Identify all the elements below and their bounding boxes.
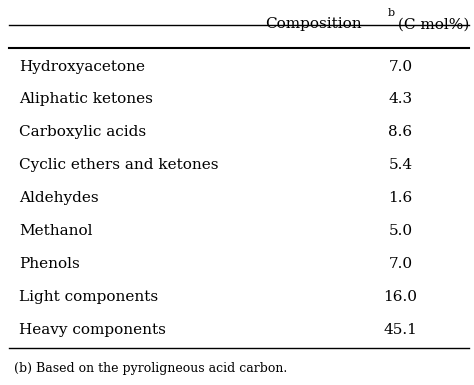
Text: Aldehydes: Aldehydes	[19, 191, 99, 205]
Text: 16.0: 16.0	[383, 290, 418, 304]
Text: Phenols: Phenols	[19, 257, 80, 271]
Text: 8.6: 8.6	[389, 126, 412, 139]
Text: Heavy components: Heavy components	[19, 323, 166, 337]
Text: Light components: Light components	[19, 290, 158, 304]
Text: 7.0: 7.0	[389, 257, 412, 271]
Text: 7.0: 7.0	[389, 60, 412, 74]
Text: 1.6: 1.6	[388, 191, 413, 205]
Text: (C mol%): (C mol%)	[393, 17, 470, 31]
Text: Carboxylic acids: Carboxylic acids	[19, 126, 146, 139]
Text: Aliphatic ketones: Aliphatic ketones	[19, 92, 153, 107]
Text: 4.3: 4.3	[389, 92, 412, 107]
Text: b: b	[388, 8, 395, 18]
Text: Methanol: Methanol	[19, 224, 92, 238]
Text: 5.0: 5.0	[389, 224, 412, 238]
Text: 5.4: 5.4	[389, 158, 412, 172]
Text: 45.1: 45.1	[383, 323, 418, 337]
Text: Composition: Composition	[265, 17, 362, 31]
Text: Hydroxyacetone: Hydroxyacetone	[19, 60, 145, 74]
Text: Cyclic ethers and ketones: Cyclic ethers and ketones	[19, 158, 219, 172]
Text: (b) Based on the pyroligneous acid carbon.: (b) Based on the pyroligneous acid carbo…	[14, 362, 287, 375]
